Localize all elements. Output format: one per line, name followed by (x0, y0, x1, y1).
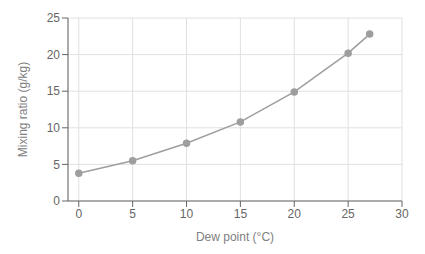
svg-text:0: 0 (53, 194, 60, 208)
svg-text:30: 30 (395, 207, 409, 221)
svg-text:Dew point (°C): Dew point (°C) (196, 230, 274, 244)
svg-text:0: 0 (75, 207, 82, 221)
svg-text:10: 10 (180, 207, 194, 221)
svg-text:5: 5 (129, 207, 136, 221)
svg-text:10: 10 (47, 121, 61, 135)
svg-text:15: 15 (234, 207, 248, 221)
svg-text:5: 5 (53, 158, 60, 172)
svg-text:25: 25 (341, 207, 355, 221)
svg-text:20: 20 (47, 48, 61, 62)
svg-text:15: 15 (47, 84, 61, 98)
svg-text:20: 20 (288, 207, 302, 221)
svg-text:25: 25 (47, 11, 61, 25)
svg-text:Mixing ratio (g/kg): Mixing ratio (g/kg) (16, 62, 30, 157)
